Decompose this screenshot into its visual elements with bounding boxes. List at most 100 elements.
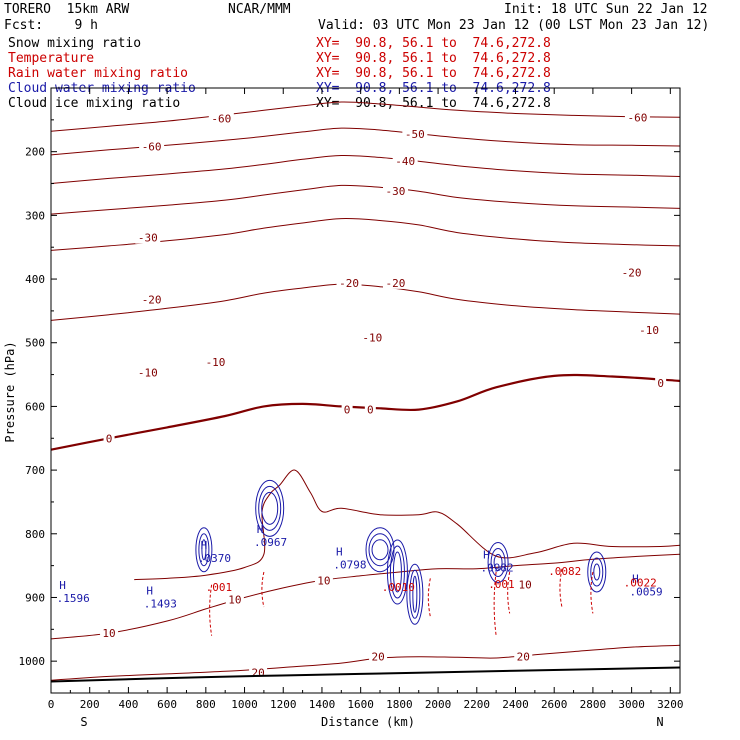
isotherm-label: 0 (344, 404, 351, 417)
cloud-water-max-value: .0798 (333, 558, 366, 571)
isotherm-label-bg (392, 155, 418, 168)
cloud-water-contour (590, 557, 604, 587)
x-tick-label: 1600 (347, 698, 374, 711)
x-tick-label: 3000 (618, 698, 645, 711)
cloud-water-max-value: .1596 (57, 592, 90, 605)
x-tick-label: 1200 (270, 698, 297, 711)
isotherm-m30 (50, 184, 681, 215)
x-tick-label: 1000 (231, 698, 258, 711)
rain-max-value: .0010 (382, 581, 415, 594)
isotherm-m40 (50, 154, 681, 184)
rain-shaft (427, 578, 431, 617)
cloud-water-max-value: .0370 (198, 552, 231, 565)
cloud-water-max-value: .0967 (254, 536, 287, 549)
cloud-water-contour (593, 563, 601, 581)
y-tick-label: 300 (25, 209, 45, 222)
model-label: TORERO 15km ARW (4, 2, 130, 17)
isotherm-label-bg (364, 403, 376, 416)
y-tick-label: 700 (25, 464, 45, 477)
x-tick-label: 800 (196, 698, 216, 711)
center-label: NCAR/MMM (228, 2, 291, 17)
isotherm-label: -20 (622, 267, 642, 280)
x-tick-label: 2000 (425, 698, 452, 711)
isotherm-label: -40 (395, 155, 415, 168)
cloud-water-contour (493, 553, 503, 571)
isotherm-10 (50, 553, 681, 640)
isotherm-label: 0 (657, 377, 664, 390)
y-tick-label: 900 (25, 591, 45, 604)
rain-shaft (559, 568, 563, 608)
isotherm-label: 10 (519, 579, 532, 592)
isotherm-label: -10 (639, 324, 659, 337)
isotherm-label: 10 (102, 627, 115, 640)
init-label: Init: 18 UTC Sun 22 Jan 12 (504, 2, 708, 17)
x-tick-label: 600 (157, 698, 177, 711)
isotherm-m60 (50, 101, 681, 132)
field-name-snow: Snow mixing ratio (8, 36, 142, 51)
isotherm-label: -30 (138, 232, 158, 245)
isotherm-label-bg (314, 574, 333, 587)
cloud-water-max-marker: H (201, 539, 208, 552)
y-tick-label: 200 (25, 146, 45, 159)
cloud-water-contour (201, 539, 207, 561)
x-tick-label: 3200 (657, 698, 684, 711)
isotherm-label-bg (139, 293, 165, 306)
x-axis-label: Distance (km) (321, 715, 415, 729)
isotherm-label-bg (619, 266, 645, 279)
plot-frame (50, 87, 681, 694)
isotherm-label: -10 (206, 356, 226, 369)
isotherm-label-bg (135, 366, 161, 379)
field-xy-temperature: XY= 90.8, 56.1 to 74.6,272.8 (316, 51, 551, 66)
field-name-temperature: Temperature (8, 51, 95, 66)
fcst-label: Fcst: 9 h (4, 18, 98, 33)
rain-max-value: .001 (206, 581, 233, 594)
cloud-water-contour (255, 479, 285, 537)
isotherm-label-bg (100, 627, 119, 640)
isotherm-label: -50 (405, 128, 425, 141)
cloud-water-contour (368, 533, 392, 567)
cloud-water-max-marker: H (59, 579, 66, 592)
x-tick-label: 1400 (309, 698, 336, 711)
cloud-water-max-marker: H (632, 573, 639, 586)
isotherm-label: 10 (228, 593, 241, 606)
cloud-water-max-marker: H (483, 548, 490, 561)
y-tick-label: 1000 (19, 655, 46, 668)
cloud-water-max-value: .1493 (144, 598, 177, 611)
isotherm-label-bg (624, 111, 650, 124)
isotherm-label-bg (203, 355, 229, 368)
cloud-water-contour (409, 569, 421, 619)
isotherm-label: 20 (251, 667, 264, 680)
cloud-water-contour (389, 545, 405, 599)
isotherm-label-bg (359, 331, 385, 344)
contour-layer: -60 -60 -60 -50 -40 -30 -30 -20 -20 -20 -20 -10 -10 -… (50, 101, 681, 683)
field-xy-rain: XY= 90.8, 56.1 to 74.6,272.8 (316, 66, 551, 81)
isotherm-label-bg (336, 276, 362, 289)
isotherm-label-bg (369, 650, 388, 663)
isotherm-label-bg (516, 578, 535, 591)
cloud-water-contour (490, 547, 506, 577)
endpoint-right: N (656, 715, 663, 729)
isotherm-label: -20 (386, 277, 406, 290)
rain-max-value: .0082 (548, 565, 581, 578)
rain-max-value: .001 (488, 578, 515, 591)
isotherm-label-bg (402, 127, 428, 140)
isotherm-label-bg (208, 112, 234, 125)
isotherm-label-bg (514, 650, 533, 663)
cloud-water-contour (487, 541, 509, 583)
endpoint-left: S (80, 715, 87, 729)
cloud-water-contour (412, 575, 418, 613)
isotherm-label: 0 (106, 432, 113, 445)
isotherm-label: 20 (517, 651, 530, 664)
isotherm-label: -20 (339, 277, 359, 290)
cloud-water-contour (386, 539, 408, 605)
isotherm-label-bg (341, 403, 353, 416)
isotherm-label: -10 (362, 332, 382, 345)
x-tick-label: 1800 (386, 698, 413, 711)
cloud-water-max-value: .0982 (480, 561, 513, 574)
cloud-water-contour (195, 527, 213, 573)
x-tick-label: 2800 (580, 698, 607, 711)
field-name-rain: Rain water mixing ratio (8, 66, 189, 81)
isotherm-label-bg (382, 185, 408, 198)
isotherm-20 (50, 644, 681, 681)
